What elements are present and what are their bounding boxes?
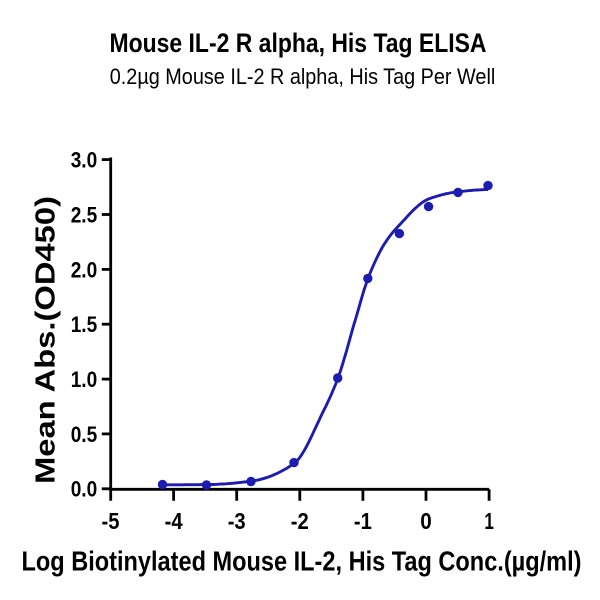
svg-text:1.5: 1.5 — [71, 312, 98, 337]
svg-text:-3: -3 — [228, 508, 246, 534]
svg-text:-5: -5 — [102, 508, 120, 534]
svg-text:2.5: 2.5 — [71, 202, 98, 227]
svg-text:1.0: 1.0 — [71, 367, 98, 392]
svg-text:-2: -2 — [291, 508, 309, 534]
svg-text:Mean Abs.(OD450): Mean Abs.(OD450) — [30, 196, 61, 484]
svg-text:-4: -4 — [165, 508, 183, 534]
svg-text:2.0: 2.0 — [71, 257, 98, 282]
svg-text:0.2µg Mouse IL-2 R alpha, His: 0.2µg Mouse IL-2 R alpha, His Tag Per We… — [110, 64, 496, 89]
svg-text:0.5: 0.5 — [71, 422, 98, 447]
svg-text:3.0: 3.0 — [71, 148, 98, 173]
svg-text:0.0: 0.0 — [71, 477, 98, 502]
svg-text:Log Biotinylated Mouse IL-2, H: Log Biotinylated Mouse IL-2, His Tag Con… — [22, 546, 582, 577]
svg-text:Mouse IL-2 R alpha, His Tag EL: Mouse IL-2 R alpha, His Tag ELISA — [110, 28, 487, 58]
svg-text:0: 0 — [420, 508, 432, 534]
svg-text:1: 1 — [484, 508, 494, 534]
svg-text:-1: -1 — [354, 508, 372, 534]
